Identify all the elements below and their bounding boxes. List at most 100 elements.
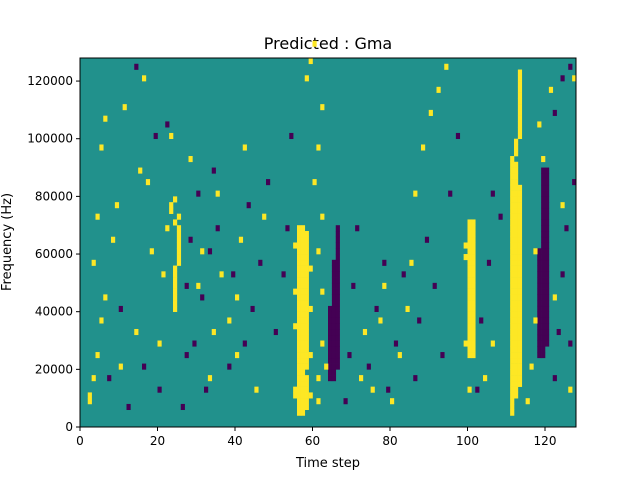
heatmap-cell-high [514, 294, 519, 301]
heatmap-cell-low [545, 173, 550, 180]
heatmap-cell-low [541, 340, 546, 347]
heatmap-cell-low [374, 305, 379, 312]
heatmap-cell-high [300, 392, 306, 399]
heatmap-cell-high [514, 305, 519, 312]
heatmap-cell-low [335, 242, 340, 249]
heatmap-cell-high [517, 323, 523, 330]
heatmap-cell-high [510, 392, 515, 399]
heatmap-cell-high [300, 277, 306, 284]
heatmap-cell-high [304, 392, 309, 399]
heatmap-cell-high [510, 161, 515, 168]
heatmap-cell-high [510, 230, 515, 238]
heatmap-cell-high [514, 311, 519, 318]
heatmap-cell-low [537, 323, 542, 330]
heatmap-cell-low [351, 282, 356, 289]
heatmap-cell-high [514, 346, 519, 353]
heatmap-cell-low [335, 305, 340, 312]
heatmap-cell-high [471, 334, 476, 341]
heatmap-cell-low [331, 363, 337, 370]
heatmap-cell-high [297, 305, 302, 312]
heatmap-cell-high [300, 352, 306, 359]
x-tick-label: 0 [76, 434, 84, 448]
heatmap-cell-high [514, 144, 519, 151]
heatmap-cell-high [560, 202, 565, 209]
heatmap-cell-low [545, 190, 550, 197]
heatmap-cell-high [514, 207, 519, 214]
heatmap-cell-high [176, 225, 182, 232]
heatmap-cell-high [200, 248, 205, 255]
heatmap-cell-high [510, 300, 515, 307]
heatmap-cell-high [517, 202, 523, 209]
heatmap-cell-high [514, 190, 519, 197]
heatmap-cell-high [142, 75, 147, 82]
heatmap-cell-high [514, 340, 519, 347]
heatmap-cell-high [514, 271, 519, 278]
heatmap-cell-high [138, 167, 143, 174]
heatmap-cell-low [335, 328, 340, 336]
heatmap-cell-high [300, 225, 306, 232]
heatmap-cell-high [300, 294, 306, 301]
heatmap-cell-low [335, 288, 340, 295]
y-tick-label: 120000 [27, 74, 73, 88]
heatmap-cell-low [366, 363, 371, 370]
heatmap-cell-high [517, 104, 523, 111]
heatmap-cell-high [467, 328, 472, 336]
heatmap-cell-high [297, 328, 302, 336]
heatmap-cell-high [471, 294, 476, 301]
heatmap-cell-high [517, 230, 523, 238]
heatmap-cell-high [514, 323, 519, 330]
heatmap-cell-high [320, 213, 325, 220]
heatmap-cell-high [297, 248, 302, 255]
heatmap-cell-high [300, 380, 306, 387]
heatmap-cell-high [471, 225, 476, 232]
heatmap-cell-low [545, 323, 550, 330]
heatmap-cell-low [335, 311, 340, 318]
heatmap-cell-high [297, 282, 302, 289]
heatmap-cell-high [304, 242, 309, 249]
heatmap-cell-high [517, 254, 523, 261]
heatmap-cell-high [304, 259, 309, 266]
heatmap-cell-high [537, 121, 542, 128]
heatmap-cell-high [514, 184, 519, 191]
heatmap-cell-high [304, 248, 309, 255]
heatmap-cell-low [335, 271, 340, 278]
heatmap-cell-low [537, 346, 542, 353]
heatmap-cell-high [471, 323, 476, 330]
heatmap-cell-high [173, 219, 178, 226]
heatmap-cell-high [118, 363, 123, 370]
x-tick-label: 80 [382, 434, 397, 448]
heatmap-cell-high [421, 144, 426, 151]
heatmap-cell-low [537, 311, 542, 318]
heatmap-cell-high [173, 196, 178, 203]
heatmap-cell-low [541, 259, 546, 266]
heatmap-cell-high [176, 254, 182, 261]
heatmap-cell-high [517, 294, 523, 301]
x-tick-label: 20 [150, 434, 165, 448]
heatmap-cell-low [556, 328, 561, 336]
heatmap-cell-high [517, 86, 523, 93]
y-tick-label: 80000 [35, 189, 73, 203]
heatmap-cell-high [510, 254, 515, 261]
heatmap-cell-low [545, 242, 550, 249]
heatmap-cell-high [293, 386, 298, 393]
heatmap-cell-high [316, 144, 321, 151]
heatmap-cell-high [196, 282, 201, 289]
heatmap-cell-high [517, 69, 523, 76]
heatmap-cell-low [545, 277, 550, 284]
heatmap-cell-high [510, 363, 515, 370]
heatmap-cell-low [335, 248, 340, 255]
heatmap-cell-high [95, 213, 100, 220]
heatmap-cell-high [304, 398, 309, 405]
heatmap-cell-high [463, 340, 468, 347]
heatmap-cell-high [103, 294, 108, 301]
heatmap-cell-high [510, 305, 515, 312]
heatmap-cell-high [510, 184, 515, 191]
heatmap-cell-high [471, 259, 476, 266]
heatmap-cell-high [471, 328, 476, 336]
heatmap-cell-low [537, 288, 542, 295]
heatmap-cell-high [308, 265, 313, 272]
x-tick-label: 100 [456, 434, 479, 448]
heatmap-cell-high [510, 265, 515, 272]
heatmap-cell-low [335, 346, 340, 353]
heatmap-cell-high [467, 219, 472, 226]
